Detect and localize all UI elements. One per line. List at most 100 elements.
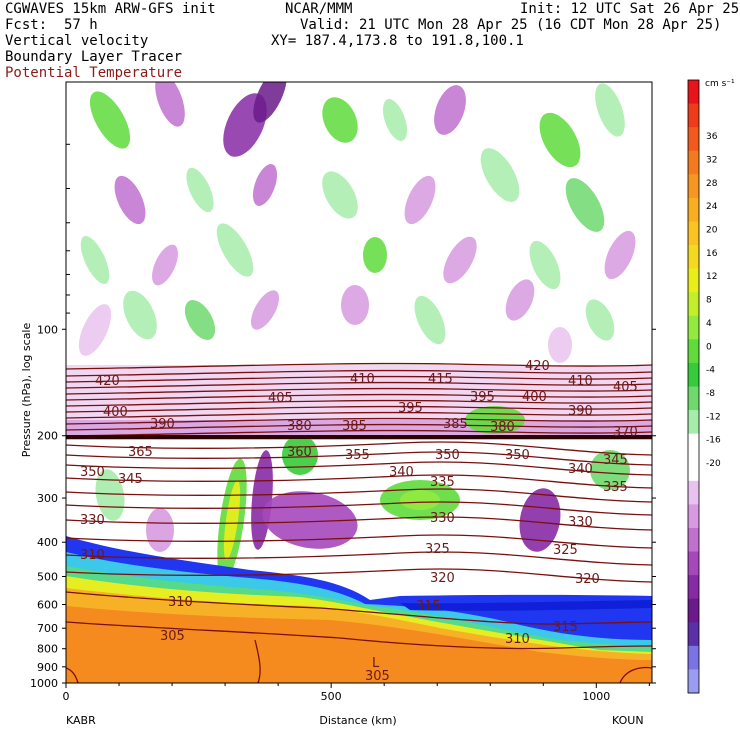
colorbar-label: -12 <box>706 412 721 422</box>
field-label-tracer: Boundary Layer Tracer <box>5 49 183 65</box>
colorbar-swatch <box>688 197 699 222</box>
velocity-cell <box>251 290 279 330</box>
colorbar-swatch <box>688 433 699 458</box>
colorbar-swatch <box>688 221 699 246</box>
colorbar-swatch <box>688 103 699 128</box>
theta-label: 380 <box>490 420 515 435</box>
theta-label: 320 <box>575 572 600 587</box>
theta-contour <box>254 639 261 683</box>
velocity-cell <box>89 91 131 149</box>
x-tick-label: 1000 <box>582 690 610 703</box>
y-tick-label: 900 <box>37 661 58 674</box>
theta-label: 330 <box>80 513 105 528</box>
colorbar-label: 20 <box>706 226 718 236</box>
colorbar-swatch <box>688 527 699 553</box>
colorbar-label: 0 <box>706 342 712 352</box>
velocity-cell <box>78 304 112 356</box>
velocity-cell <box>223 480 241 560</box>
theta-label: 310 <box>80 548 105 563</box>
theta-contour <box>66 405 652 413</box>
colorbar-swatch <box>688 551 699 576</box>
x-axis-title: Distance (km) <box>319 714 396 727</box>
colorbar-swatch <box>688 669 699 694</box>
theta-label: 400 <box>103 405 128 420</box>
theta-contour <box>66 375 652 383</box>
theta-label: 405 <box>268 391 293 406</box>
velocity-cell <box>252 164 278 206</box>
theta-label: 390 <box>150 417 175 432</box>
colorbar-label: -8 <box>706 389 715 399</box>
velocity-cell <box>565 178 605 232</box>
theta-label: 330 <box>430 511 455 526</box>
theta-contour <box>66 369 652 377</box>
velocity-cell <box>604 230 636 280</box>
velocity-cell <box>519 488 561 552</box>
colorbar-swatch <box>688 339 699 364</box>
center-name: NCAR/MMM <box>285 1 353 17</box>
colorbar-swatch <box>688 362 699 387</box>
velocity-cell <box>155 82 185 127</box>
theta-label: 390 <box>568 404 593 419</box>
theta-contour <box>66 568 652 583</box>
forecast-hour: 57 h <box>64 17 98 33</box>
theta-contour-labels: 420 410 415 420 410 405 405 400 395 400 395 390 390 3… <box>80 359 638 683</box>
colorbar-swatch <box>688 127 699 152</box>
theta-label: 380 <box>287 419 312 434</box>
theta-label: 385 <box>443 417 468 432</box>
theta-contour <box>66 551 652 566</box>
velocity-cell <box>152 244 178 286</box>
theta-label: 310 <box>505 632 530 647</box>
distance-axis: 0 500 1000 <box>63 683 650 703</box>
velocity-cell <box>590 450 630 490</box>
velocity-cell <box>80 236 110 284</box>
theta-label: 315 <box>553 620 578 635</box>
colorbar-frame <box>687 79 700 694</box>
forecast-label: Fcst: <box>5 17 48 33</box>
plot-frame <box>65 81 653 684</box>
velocity-cell <box>363 237 387 273</box>
colorbar-units: cm s⁻¹ <box>705 79 735 89</box>
y-axis-title: Pressure (hPa), log scale <box>20 323 33 458</box>
theta-label: 325 <box>553 543 578 558</box>
velocity-cell <box>322 171 358 219</box>
y-tick-label: 700 <box>37 622 58 635</box>
theta-label: 395 <box>398 401 423 416</box>
velocity-cell <box>216 223 254 277</box>
theta-contour <box>66 381 652 389</box>
colorbar-label: -4 <box>706 366 715 376</box>
velocity-cell <box>404 175 436 225</box>
colorbar-swatch <box>688 622 699 647</box>
colorbar-label: 4 <box>706 319 712 329</box>
y-tick-label: 500 <box>37 571 58 584</box>
theta-contour <box>66 429 652 437</box>
colorbar-swatch <box>688 504 699 529</box>
velocity-cell <box>253 82 287 123</box>
velocity-cell <box>414 295 446 345</box>
theta-label: 310 <box>168 595 193 610</box>
velocity-cell <box>480 148 520 202</box>
colorbar-swatch <box>688 245 699 270</box>
plot-field: 420 410 415 420 410 405 405 400 395 400 395 390 390 3… <box>66 82 652 683</box>
theta-contour <box>66 362 652 370</box>
velocity-cell <box>595 83 625 137</box>
colorbar-swatch <box>688 150 699 175</box>
colorbar-label: 36 <box>706 132 718 142</box>
theta-contour <box>66 474 652 489</box>
theta-label: 420 <box>525 359 550 374</box>
model-title: CGWAVES 15km ARW-GFS init <box>5 1 216 17</box>
colorbar-swatch <box>688 268 699 293</box>
velocity-cell <box>539 112 581 168</box>
theta-contour <box>66 393 652 401</box>
theta-contour <box>66 441 652 456</box>
theta-contour <box>66 591 652 625</box>
theta-label: 345 <box>603 453 628 468</box>
velocity-cell <box>585 299 615 341</box>
colorbar-swatch <box>688 292 699 317</box>
field-label-theta: Potential Temperature <box>5 65 183 81</box>
theta-label: 370 <box>613 425 638 440</box>
velocity-cell <box>505 279 535 321</box>
theta-label: 335 <box>603 480 628 495</box>
theta-label: 385 <box>342 419 367 434</box>
theta-contour <box>619 666 652 683</box>
